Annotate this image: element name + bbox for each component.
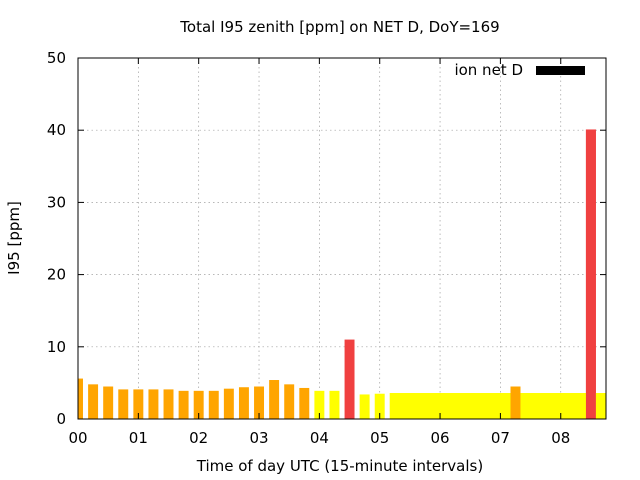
- bar: [223, 388, 234, 419]
- bars: [78, 129, 606, 419]
- x-tick-label: 07: [491, 429, 510, 447]
- x-tick-label: 08: [551, 429, 570, 447]
- bar: [269, 380, 280, 419]
- bar: [314, 390, 325, 419]
- bar: [193, 390, 204, 419]
- y-tick-label: 10: [47, 338, 66, 356]
- y-tick-label: 50: [47, 49, 66, 67]
- bar: [359, 394, 370, 419]
- bar-band: [389, 393, 606, 419]
- bar: [78, 378, 83, 419]
- y-tick-label: 30: [47, 193, 66, 211]
- legend: ion net D: [454, 61, 585, 79]
- bar: [163, 389, 174, 419]
- x-tick-label: 01: [129, 429, 148, 447]
- bar: [284, 384, 295, 419]
- bar: [254, 386, 265, 419]
- ticks: 0 10 20 30 40 50 00 01 02 03 04 05 06 07 08: [47, 49, 606, 447]
- bar: [178, 390, 189, 419]
- y-axis-label: I95 [ppm]: [5, 201, 23, 275]
- y-tick-label: 40: [47, 121, 66, 139]
- legend-label: ion net D: [454, 61, 523, 79]
- x-tick-label: 05: [370, 429, 389, 447]
- y-tick-label: 0: [56, 410, 66, 428]
- x-tick-label: 03: [249, 429, 268, 447]
- x-axis-label: Time of day UTC (15-minute intervals): [196, 457, 483, 475]
- x-tick-label: 00: [68, 429, 87, 447]
- x-tick-label: 06: [431, 429, 450, 447]
- bar: [88, 384, 99, 419]
- bar: [208, 390, 219, 419]
- bar: [329, 390, 340, 419]
- bar: [510, 386, 521, 419]
- grid: [78, 58, 606, 419]
- bar: [374, 393, 385, 419]
- y-tick-label: 20: [47, 266, 66, 284]
- bar: [118, 389, 129, 419]
- bar: [238, 387, 249, 419]
- plot-border: [77, 57, 607, 420]
- bar: [148, 389, 159, 419]
- bar: [299, 387, 310, 419]
- bar: [133, 389, 144, 419]
- legend-swatch: [536, 66, 585, 75]
- chart-title: Total I95 zenith [ppm] on NET D, DoY=169: [179, 18, 499, 36]
- x-tick-label: 04: [310, 429, 329, 447]
- bar: [344, 339, 355, 419]
- bar: [103, 386, 114, 419]
- bar: [585, 129, 596, 419]
- x-tick-label: 02: [189, 429, 208, 447]
